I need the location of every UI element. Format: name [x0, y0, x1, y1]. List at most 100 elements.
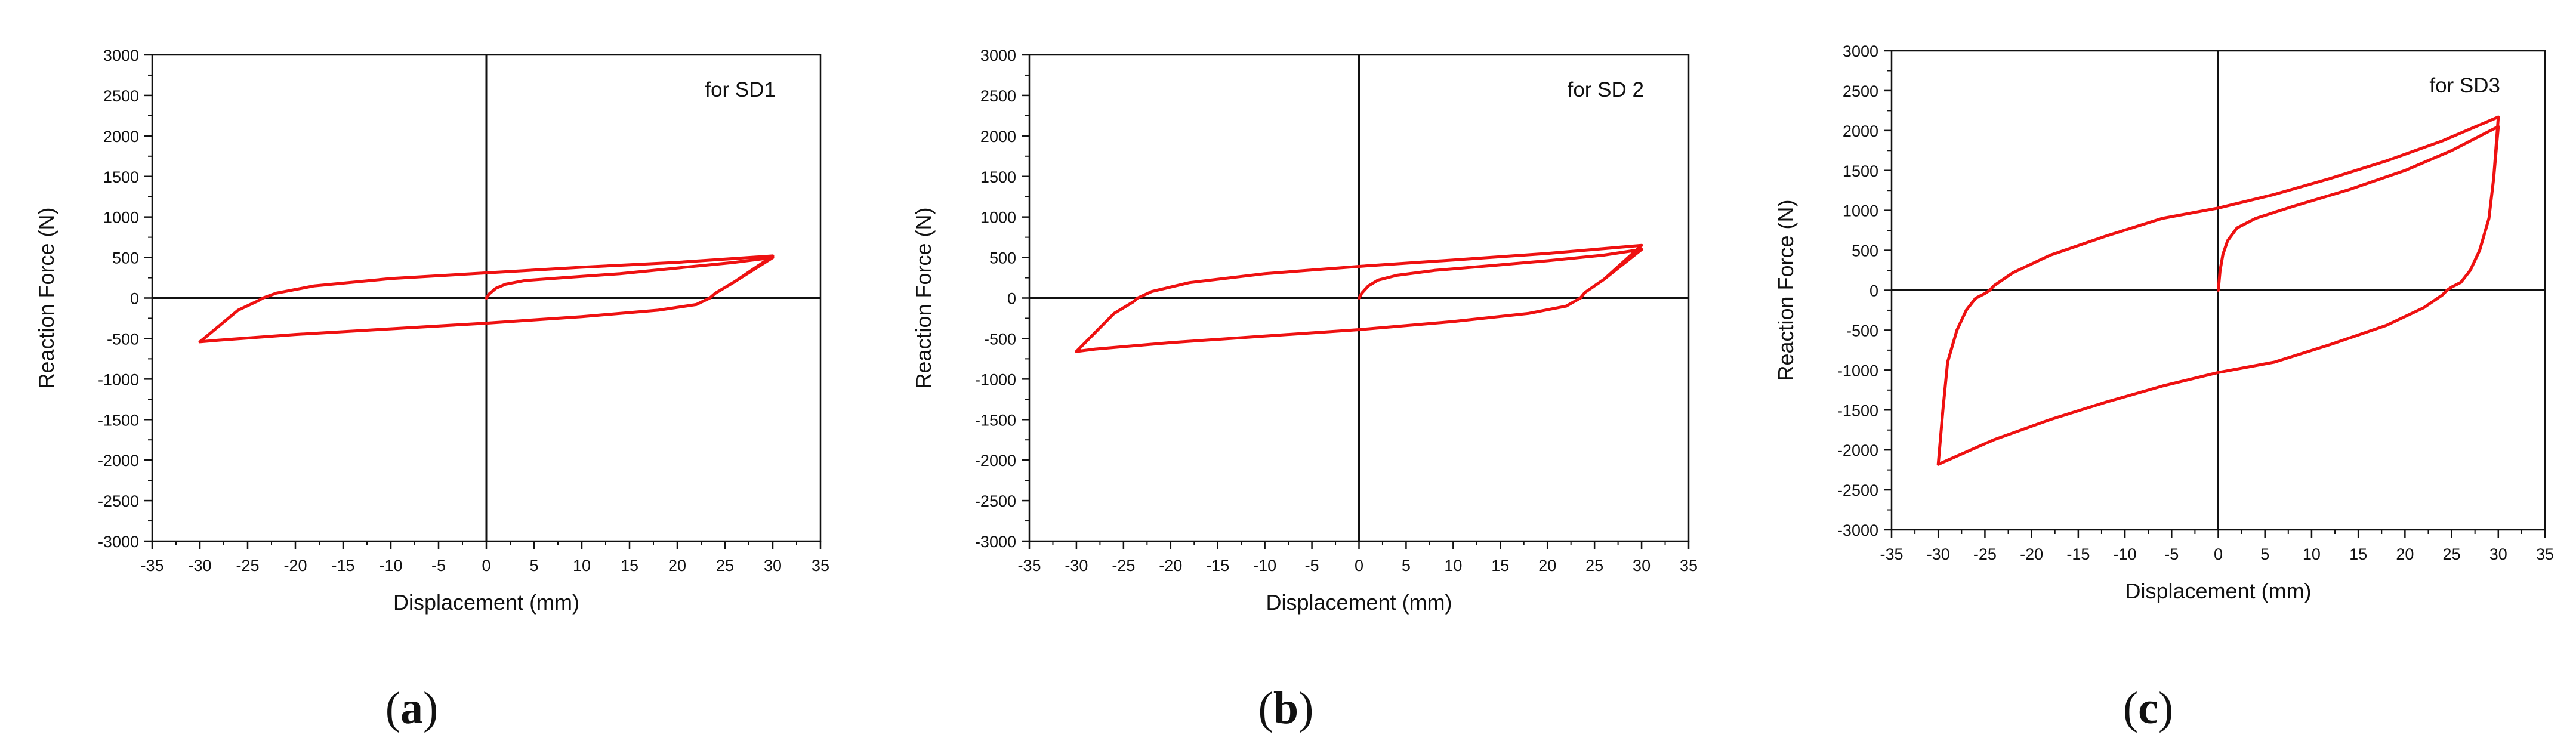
y-tick-label: 1500 [1843, 162, 1878, 180]
x-tick-label: 5 [529, 557, 538, 575]
y-tick-label: 500 [1852, 242, 1878, 260]
x-tick-label: 35 [812, 557, 829, 575]
y-tick-label: -1000 [975, 371, 1016, 388]
x-tick-label: 30 [1633, 557, 1651, 575]
x-tick-label: 25 [716, 557, 734, 575]
hysteresis-curve [198, 254, 775, 344]
x-tick-label: 25 [2443, 545, 2461, 563]
y-tick-label: 2500 [1843, 82, 1878, 100]
y-tick-label: 1000 [1843, 202, 1878, 220]
y-tick-label: -1000 [98, 371, 139, 388]
x-tick-label: -25 [1973, 545, 1997, 563]
y-tick-label: 0 [1007, 290, 1016, 308]
x-tick-label: -5 [431, 557, 446, 575]
series-annotation: for SD1 [705, 78, 776, 101]
y-tick-label: -1500 [98, 411, 139, 429]
y-tick-label: 2500 [980, 87, 1016, 105]
x-axis-title: Displacement (mm) [393, 590, 579, 615]
y-tick-label: -2000 [975, 452, 1016, 470]
panel-caption-a: (a) [385, 683, 439, 733]
y-tick-label: 2000 [980, 128, 1016, 146]
x-axis-title: Displacement (mm) [1266, 590, 1452, 615]
x-tick-label: -10 [379, 557, 402, 575]
x-tick-label: 20 [2396, 545, 2414, 563]
y-tick-label: 2500 [103, 87, 139, 105]
y-tick-label: 2000 [103, 128, 139, 146]
x-tick-label: -20 [2020, 545, 2043, 563]
x-tick-label: -10 [2114, 545, 2137, 563]
x-tick-label: -10 [1253, 557, 1276, 575]
y-tick-label: 500 [989, 249, 1016, 267]
x-tick-label: -20 [1159, 557, 1182, 575]
x-tick-label: -15 [331, 557, 354, 575]
chart-panel-c: -35 -30 -25 -20 -15 -10 -5 0 5 10 15 20 25 30 35 -3000 -… [1773, 42, 2554, 733]
panel-caption-c: (c) [2123, 683, 2173, 733]
x-tick-label: -35 [140, 557, 163, 575]
y-tick-label: -500 [107, 330, 139, 348]
y-tick-label: -2500 [98, 492, 139, 510]
x-tick-label: -5 [1305, 557, 1319, 575]
y-axis-title: Reaction Force (N) [34, 207, 58, 388]
y-tick-label: -1000 [1837, 362, 1878, 379]
x-tick-label: 20 [668, 557, 686, 575]
x-tick-label: 35 [2536, 545, 2554, 563]
x-tick-label: -30 [188, 557, 211, 575]
panel-caption-b: (b) [1258, 683, 1314, 733]
y-axis-title: Reaction Force (N) [1773, 199, 1798, 381]
x-axis-title: Displacement (mm) [2125, 579, 2311, 603]
x-tick-label: -15 [1206, 557, 1229, 575]
x-tick-label: -15 [2066, 545, 2090, 563]
y-tick-label: -2500 [1837, 481, 1878, 499]
y-tick-label: 2000 [1843, 122, 1878, 140]
x-tick-label: 0 [2214, 545, 2223, 563]
y-tick-label: -1500 [1837, 402, 1878, 419]
x-tick-label: 0 [1355, 557, 1363, 575]
x-tick-label: -5 [2164, 545, 2179, 563]
y-tick-label: -3000 [1837, 521, 1878, 539]
hysteresis-curve [1075, 243, 1643, 353]
y-tick-label: -1500 [975, 411, 1016, 429]
y-tick-label: -2000 [1837, 442, 1878, 459]
y-tick-label: 1000 [103, 209, 139, 227]
y-tick-label: 0 [130, 290, 139, 308]
y-tick-label: 3000 [1843, 42, 1878, 60]
y-tick-label: 1000 [980, 209, 1016, 227]
y-tick-label: 500 [112, 249, 139, 267]
y-tick-label: -2500 [975, 492, 1016, 510]
series-annotation: for SD 2 [1568, 78, 1644, 101]
chart-panel-b: -35 -30 -25 -20 -15 -10 -5 0 5 10 15 20 25 30 35 -3000 -… [911, 47, 1698, 733]
x-tick-label: 30 [764, 557, 782, 575]
x-tick-label: 30 [2489, 545, 2507, 563]
x-tick-label: 25 [1585, 557, 1603, 575]
x-tick-label: -25 [236, 557, 259, 575]
x-tick-label: 10 [573, 557, 591, 575]
y-tick-label: 3000 [103, 47, 139, 64]
y-tick-label: -3000 [98, 533, 139, 551]
y-tick-label: 1500 [980, 168, 1016, 186]
chart-panel-a: -35 -30 -25 -20 -15 -10 -5 0 5 10 15 20 25 30 35 -3000 -… [34, 47, 829, 733]
y-axis-title: Reaction Force (N) [911, 207, 936, 388]
x-tick-label: 10 [2303, 545, 2321, 563]
x-tick-label: 20 [1538, 557, 1556, 575]
x-tick-label: 5 [1402, 557, 1411, 575]
x-tick-label: 0 [482, 557, 490, 575]
x-tick-label: -20 [283, 557, 307, 575]
y-tick-label: -500 [1846, 322, 1878, 339]
y-tick-label: 0 [1869, 282, 1878, 300]
x-tick-label: 15 [2349, 545, 2367, 563]
x-tick-label: -35 [1880, 545, 1903, 563]
x-tick-label: 35 [1680, 557, 1698, 575]
x-tick-label: -30 [1927, 545, 1950, 563]
y-tick-label: -2000 [98, 452, 139, 470]
y-tick-label: -500 [984, 330, 1016, 348]
x-tick-label: 15 [621, 557, 638, 575]
y-tick-label: 1500 [103, 168, 139, 186]
x-tick-label: 10 [1444, 557, 1462, 575]
y-tick-label: -3000 [975, 533, 1016, 551]
hysteresis-curve [1936, 115, 2500, 466]
x-tick-label: 5 [2260, 545, 2269, 563]
x-tick-label: 15 [1491, 557, 1509, 575]
y-tick-label: 3000 [980, 47, 1016, 64]
series-annotation: for SD3 [2429, 74, 2500, 97]
